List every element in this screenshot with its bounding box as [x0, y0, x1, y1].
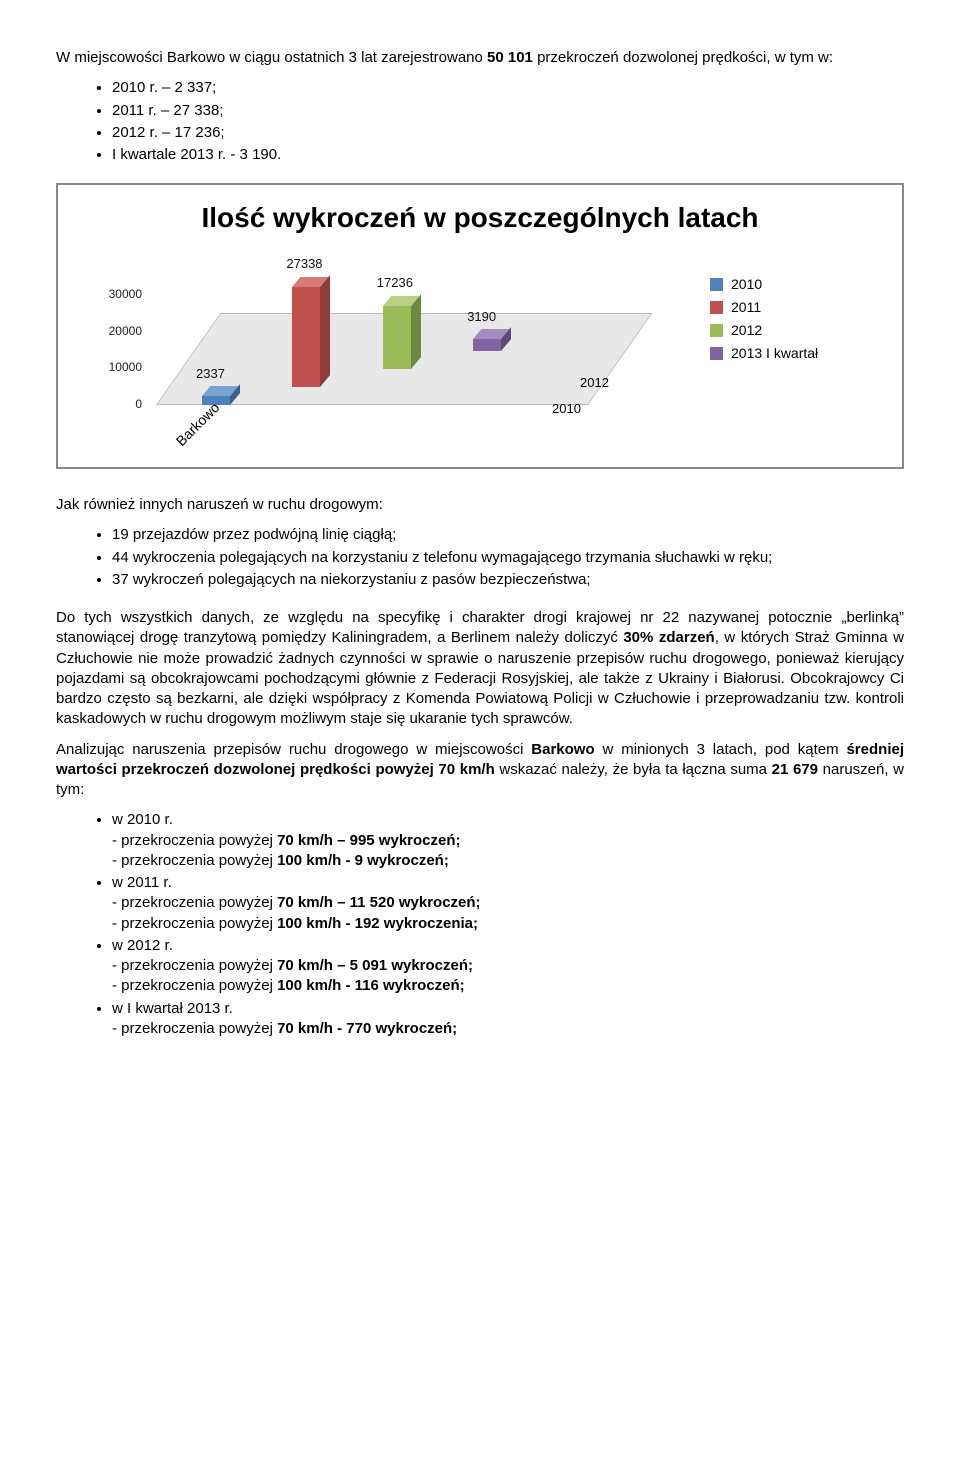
list-item: 2010 r. – 2 337;	[112, 78, 904, 98]
p2-a: Analizując naruszenia przepisów ruchu dr…	[56, 741, 531, 758]
list-item: w I kwartał 2013 r.- przekroczenia powyż…	[112, 999, 904, 1040]
chart-container: Ilość wykroczeń w poszczególnych latach …	[56, 183, 904, 469]
legend-item: 2010	[710, 275, 880, 294]
list-item: 37 wykroczeń polegających na niekorzysta…	[112, 570, 904, 590]
intro-text: W miejscowości Barkowo w ciągu ostatnich…	[56, 49, 487, 66]
p2-e: wskazać należy, że była ta łączna suma	[495, 761, 772, 778]
section2-lead: Jak również innych naruszeń w ruchu drog…	[56, 495, 904, 515]
intro-text-2: przekroczeń dozwolonej prędkości, w tym …	[533, 49, 833, 66]
p2-f: 21 679	[772, 761, 818, 778]
intro-count: 50 101	[487, 49, 533, 66]
intro-bullets: 2010 r. – 2 337; 2011 r. – 27 338; 2012 …	[56, 78, 904, 165]
list-item: 2012 r. – 17 236;	[112, 123, 904, 143]
section2-bullets: 19 przejazdów przez podwójną linię ciągł…	[56, 525, 904, 590]
list-item: 19 przejazdów przez podwójną linię ciągł…	[112, 525, 904, 545]
list-item: 2011 r. – 27 338;	[112, 101, 904, 121]
p2-b: Barkowo	[531, 741, 594, 758]
list-item: w 2010 r.- przekroczenia powyżej 70 km/h…	[112, 810, 904, 871]
p2-c: w minionych 3 latach, pod kątem	[595, 741, 847, 758]
list-item: w 2012 r.- przekroczenia powyżej 70 km/h…	[112, 936, 904, 997]
list-item: I kwartale 2013 r. - 3 190.	[112, 145, 904, 165]
paragraph-2: Analizując naruszenia przepisów ruchu dr…	[56, 740, 904, 801]
legend-item: 2011	[710, 298, 880, 317]
chart-title: Ilość wykroczeń w poszczególnych latach	[72, 199, 888, 237]
legend-item: 2013 I kwartał	[710, 344, 880, 363]
paragraph-1: Do tych wszystkich danych, ze względu na…	[56, 608, 904, 730]
legend-item: 2012	[710, 321, 880, 340]
list-item: 44 wykroczenia polegających na korzystan…	[112, 548, 904, 568]
list-item: w 2011 r.- przekroczenia powyżej 70 km/h…	[112, 873, 904, 934]
intro-paragraph: W miejscowości Barkowo w ciągu ostatnich…	[56, 48, 904, 68]
chart-legend: 2010 2011 2012 2013 I kwartał	[692, 251, 880, 461]
section3-list: w 2010 r.- przekroczenia powyżej 70 km/h…	[56, 810, 904, 1039]
chart-plot: 0100002000030000233727338172363190Barkow…	[72, 251, 692, 461]
